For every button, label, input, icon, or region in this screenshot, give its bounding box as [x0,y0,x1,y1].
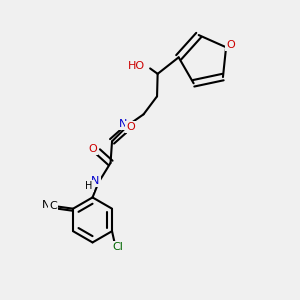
Text: N: N [92,176,100,186]
Text: H: H [85,181,93,191]
Text: C: C [50,201,57,211]
Text: O: O [88,144,97,154]
Text: HO: HO [128,61,145,71]
Text: H: H [128,125,136,135]
Text: O: O [127,122,135,132]
Text: Cl: Cl [112,242,123,252]
Text: O: O [226,40,235,50]
Text: N: N [42,200,50,210]
Text: N: N [119,119,127,129]
